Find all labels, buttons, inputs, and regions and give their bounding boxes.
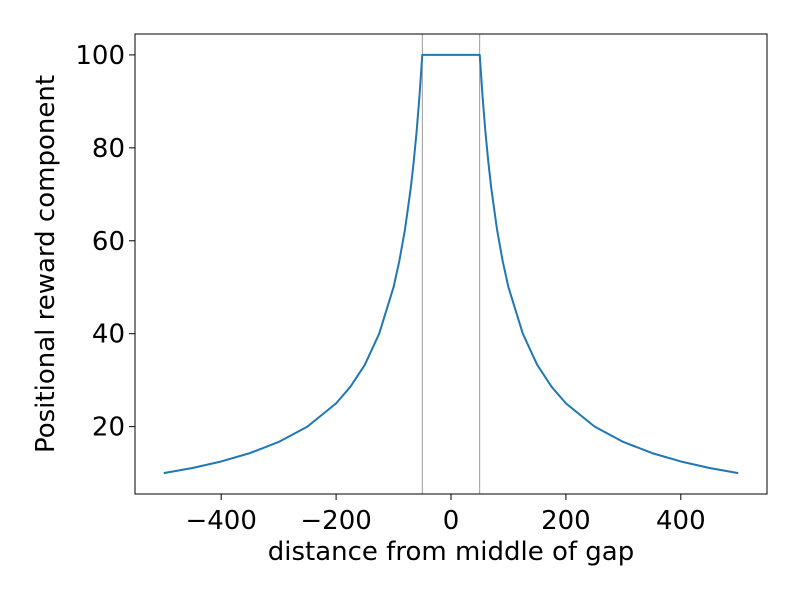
x-tick-label: 0 bbox=[443, 506, 460, 536]
y-tick-label: 40 bbox=[92, 320, 125, 350]
y-tick-label: 20 bbox=[92, 413, 125, 443]
x-axis-label: distance from middle of gap bbox=[268, 537, 635, 567]
x-axis: −400 −200 0 200 400 bbox=[185, 494, 706, 536]
y-axis-label: Positional reward component bbox=[31, 75, 61, 453]
series-group bbox=[163, 53, 739, 475]
vertical-lines bbox=[421, 34, 481, 494]
y-tick-label: 80 bbox=[92, 134, 125, 164]
series-line-0 bbox=[163, 53, 739, 475]
x-tick-label: −400 bbox=[185, 506, 256, 536]
x-tick-label: 200 bbox=[541, 506, 591, 536]
y-tick-label: 60 bbox=[92, 227, 125, 257]
x-tick-label: −200 bbox=[300, 506, 371, 536]
y-tick-label: 100 bbox=[75, 41, 125, 71]
y-axis: 20 40 60 80 100 bbox=[75, 41, 135, 443]
x-tick-label: 400 bbox=[656, 506, 706, 536]
